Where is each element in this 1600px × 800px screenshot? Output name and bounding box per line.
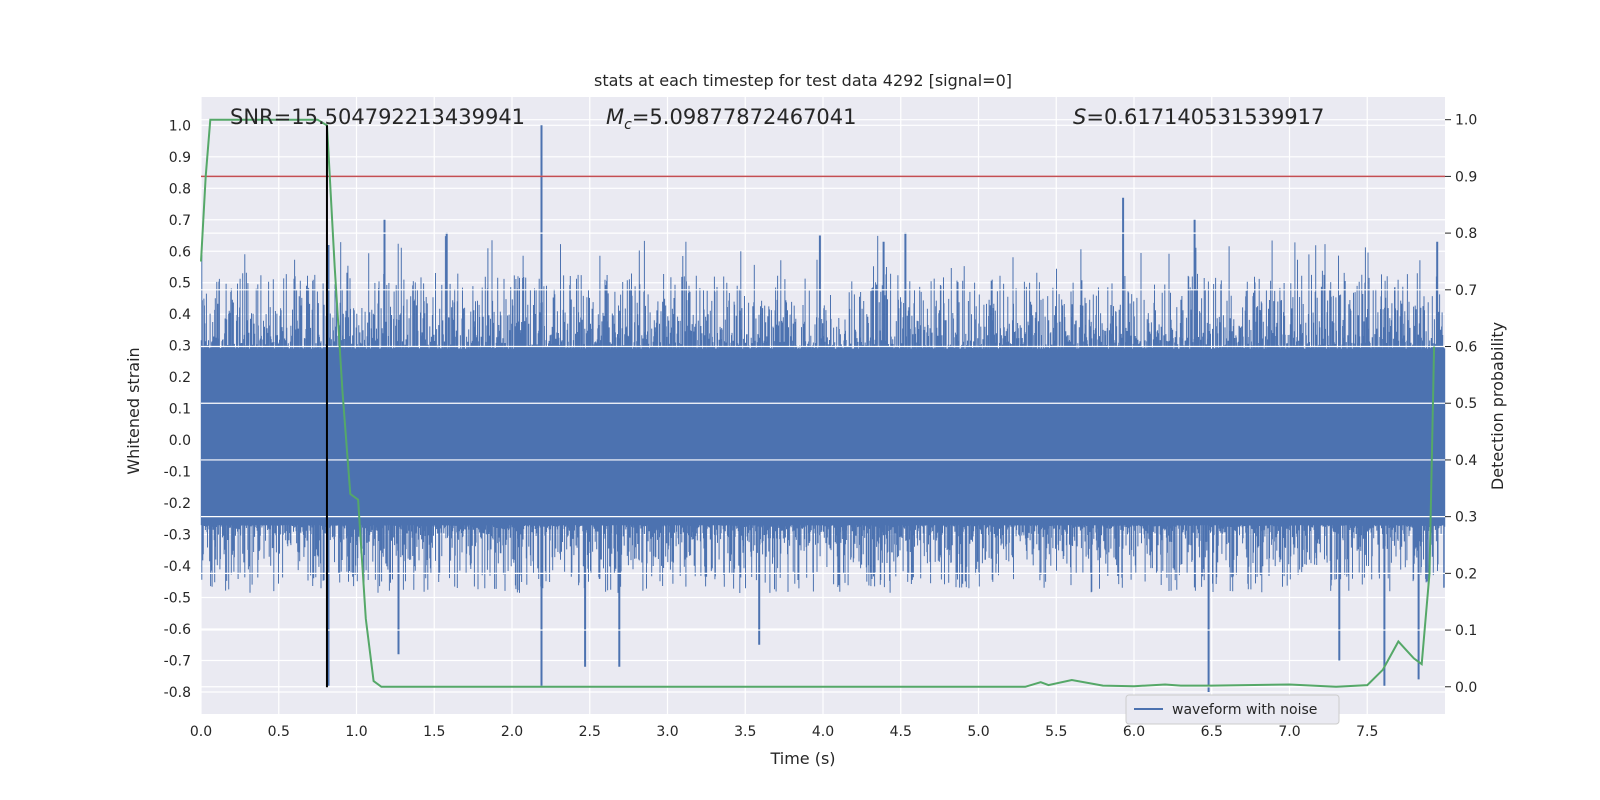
x-axis-ticks: 0.0 0.5 1.0 1.5 2.0 2.5 3.0 3.5 4.0 4.5 5.0 5.5 6.0 6…	[190, 724, 1379, 740]
x-tick-label-1: 0.5	[268, 724, 290, 740]
s-symbol: S	[1073, 105, 1086, 129]
x-tick-label-13: 6.5	[1201, 724, 1223, 740]
legend-label-waveform: waveform with noise	[1172, 702, 1317, 718]
y-tick-label-2: 0.8	[169, 181, 191, 197]
snr-annotation: SNR=15.504792213439941	[230, 105, 525, 129]
y2-tick-label-7: 0.3	[1455, 510, 1477, 526]
chart-title: stats at each timestep for test data 429…	[594, 71, 1012, 90]
x-tick-label-12: 6.0	[1123, 724, 1145, 740]
x-tick-label-11: 5.5	[1045, 724, 1067, 740]
y2-tick-label-1: 0.9	[1455, 169, 1477, 185]
y-tick-label-7: 0.3	[169, 339, 191, 355]
x-tick-label-4: 2.0	[501, 724, 523, 740]
y-tick-label-11: -0.1	[164, 465, 191, 481]
probability-layer	[200, 118, 1436, 688]
x-tick-label-10: 5.0	[967, 724, 989, 740]
y2-tick-label-0: 1.0	[1455, 113, 1477, 129]
y2-tick-label-9: 0.1	[1455, 623, 1477, 639]
y-tick-label-17: -0.7	[164, 653, 191, 669]
y-tick-label-14: -0.4	[164, 559, 191, 575]
x-tick-label-8: 4.0	[812, 724, 834, 740]
y2-tick-label-8: 0.2	[1455, 566, 1477, 582]
y-tick-label-18: -0.8	[164, 685, 191, 701]
x-tick-label-0: 0.0	[190, 724, 212, 740]
x-tick-label-6: 3.0	[656, 724, 678, 740]
s-annotation: S=0.617140531539917	[1073, 105, 1324, 129]
y2-tick-label-2: 0.8	[1455, 226, 1477, 242]
y-tick-label-8: 0.2	[169, 370, 191, 386]
x-tick-label-15: 7.5	[1356, 724, 1378, 740]
y2-tick-label-4: 0.6	[1455, 340, 1477, 356]
waveform-spikes	[327, 125, 1439, 692]
x-tick-label-14: 7.0	[1278, 724, 1300, 740]
x-tick-label-9: 4.5	[890, 724, 912, 740]
y2-axis-ticks: 1.0 0.9 0.8 0.7 0.6 0.5 0.4 0.3 0.2 0.1 0.0	[1445, 113, 1477, 696]
y-tick-label-3: 0.7	[169, 213, 191, 229]
y-tick-label-6: 0.4	[169, 307, 191, 323]
y-tick-label-1: 0.9	[169, 150, 191, 166]
waveform-series	[200, 125, 1446, 692]
y2-axis-label: Detection probability	[1488, 322, 1507, 490]
y2-tick-label-3: 0.7	[1455, 283, 1477, 299]
mc-subscript: c	[624, 117, 632, 133]
x-tick-label-5: 2.5	[579, 724, 601, 740]
mc-symbol: M	[606, 105, 624, 129]
y-axis-ticks: 1.0 0.9 0.8 0.7 0.6 0.5 0.4 0.3 0.2 0.1 0.0 -0.1 -0.…	[164, 118, 191, 701]
x-axis-label: Time (s)	[769, 749, 835, 768]
y-tick-label-5: 0.5	[169, 276, 191, 292]
mc-value: =5.09877872467041	[632, 105, 857, 129]
y-tick-label-16: -0.6	[164, 622, 191, 638]
y-tick-label-12: -0.2	[164, 496, 191, 512]
y-tick-label-9: 0.1	[169, 402, 191, 418]
y2-tick-label-6: 0.4	[1455, 453, 1477, 469]
waveform-line	[200, 235, 1446, 593]
y-tick-label-15: -0.5	[164, 591, 191, 607]
mc-annotation: Mc=5.09877872467041	[606, 105, 857, 133]
x-tick-label-7: 3.5	[734, 724, 756, 740]
y-tick-label-4: 0.6	[169, 244, 191, 260]
detection-probability-line	[200, 118, 1436, 688]
x-tick-label-3: 1.5	[423, 724, 445, 740]
y2-tick-label-5: 0.5	[1455, 396, 1477, 412]
y-tick-label-0: 1.0	[169, 118, 191, 134]
y2-tick-label-10: 0.0	[1455, 680, 1477, 696]
y-axis-label: Whitened strain	[124, 347, 143, 474]
s-value: =0.617140531539917	[1086, 105, 1324, 129]
y-tick-label-13: -0.3	[164, 528, 191, 544]
legend: waveform with noise	[1125, 694, 1340, 725]
y-tick-label-10: 0.0	[169, 433, 191, 449]
x-tick-label-2: 1.0	[345, 724, 367, 740]
legend-box	[1125, 694, 1340, 725]
